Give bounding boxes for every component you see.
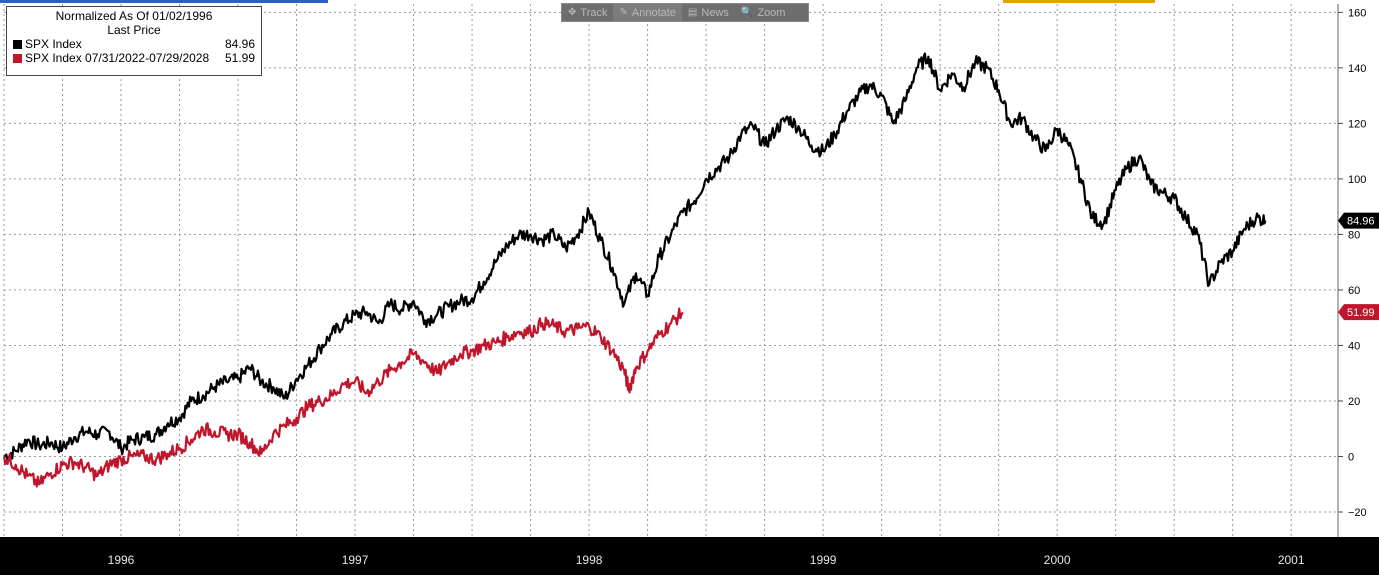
legend-title: Normalized As Of 01/02/1996: [55, 9, 213, 23]
last-value-tag-text: 84.96: [1347, 216, 1375, 228]
last-value-tag-text: 51.99: [1347, 307, 1375, 319]
y-tick-label: 60: [1348, 285, 1360, 297]
last-value-tag-bg: [1338, 304, 1379, 321]
x-tick-label: 1996: [108, 553, 135, 567]
y-axis: −20 0 20 40 60 80 100 120 140 160: [1337, 4, 1367, 537]
magnifier-icon: 🔍: [740, 7, 754, 18]
legend-swatch-spx: [13, 40, 22, 49]
zoom-button[interactable]: 🔍 Zoom: [740, 6, 786, 19]
annotate-button[interactable]: ✎ Annotate: [613, 4, 682, 21]
series-line-spx: [3, 52, 1267, 462]
pencil-icon: ✎: [619, 7, 628, 18]
legend-swatch-spx-shifted: [13, 54, 22, 63]
legend-row-spx-shifted: SPX Index 07/31/2022-07/29/2028 51.99: [13, 51, 255, 65]
series-lines: [2, 52, 1267, 488]
x-tick-label: 1999: [810, 553, 837, 567]
news-button[interactable]: ▤ News: [687, 6, 729, 19]
x-tick-label: 1998: [576, 553, 603, 567]
top-accent-bar-orange: [1003, 0, 1155, 3]
y-tick-label: 80: [1348, 229, 1360, 241]
crosshair-icon: ✥: [568, 7, 577, 18]
last-value-tag-spx-shifted: 51.99: [1338, 304, 1379, 321]
grid-lines: [3, 4, 1338, 537]
legend-label-spx-shifted: SPX Index 07/31/2022-07/29/2028: [25, 51, 210, 65]
y-tick-label: 160: [1348, 7, 1366, 19]
news-icon: ▤: [687, 7, 698, 18]
y-tick-label: 100: [1348, 174, 1366, 186]
x-tick-label: 2000: [1044, 553, 1071, 567]
legend-label-spx: SPX Index: [25, 37, 82, 51]
x-axis: 1996 1997 1998 1999 2000 2001: [108, 553, 1305, 567]
series-line-spx-shifted: [2, 307, 684, 488]
chart-legend: Normalized As Of 01/02/1996 Last Price S…: [6, 6, 262, 76]
y-tick-label: 0: [1348, 451, 1354, 463]
y-tick-label: 20: [1348, 396, 1360, 408]
y-tick-label: 40: [1348, 340, 1360, 352]
chart-toolbar: ✥ Track ✎ Annotate ▤ News 🔍 Zoom: [561, 3, 809, 22]
x-axis-band: [0, 537, 1379, 575]
last-value-tag-bg: [1338, 212, 1379, 229]
y-tick-label: 120: [1348, 118, 1366, 130]
last-value-tag-spx: 84.96: [1338, 212, 1379, 229]
x-tick-label: 1997: [342, 553, 369, 567]
y-tick-label: 140: [1348, 63, 1366, 75]
last-value-labels: 84.96 51.99: [1338, 212, 1379, 321]
legend-subtitle: Last Price: [107, 23, 161, 37]
legend-value-spx: 84.96: [224, 37, 255, 51]
top-accent-bar-blue: [0, 0, 328, 3]
y-tick-label: −20: [1348, 507, 1367, 519]
track-button[interactable]: ✥ Track: [568, 6, 608, 19]
x-tick-label: 2001: [1278, 553, 1305, 567]
legend-value-spx-shifted: 51.99: [224, 51, 255, 65]
legend-row-spx: SPX Index 84.96: [13, 37, 255, 51]
